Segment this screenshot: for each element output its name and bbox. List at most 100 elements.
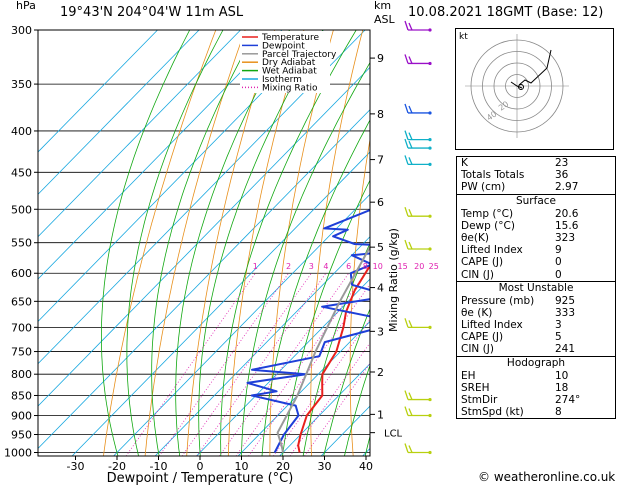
wind-barb-flag	[408, 241, 413, 250]
mixing-ratio-line	[196, 273, 327, 456]
pw-row: PW (cm) 2.97	[461, 181, 579, 194]
km-tick-label: 2	[377, 366, 384, 379]
hpa-label: hPa	[16, 0, 36, 12]
mu-thetae-row: θe (K) 333	[461, 306, 576, 319]
wet-adiabat-line	[175, 30, 290, 456]
km-tick-label: 7	[377, 154, 384, 167]
wind-barb-flag	[408, 22, 413, 31]
wind-barb-dot	[428, 111, 432, 115]
surface-title: Surface	[457, 193, 615, 208]
y-tick-label: 900	[11, 410, 32, 423]
hodograph-trace-low	[510, 81, 523, 89]
isotherm-line	[38, 30, 200, 195]
hodograph-trace	[518, 49, 552, 86]
surface-thetae-row: θe(K) 323	[461, 231, 576, 244]
surface-cape-row: CAPE (J) 0	[461, 256, 562, 269]
isotherm-line	[279, 363, 370, 456]
wind-barb-flag	[404, 318, 409, 328]
dry-adiabat-line	[227, 30, 305, 456]
datetime-label: 10.08.2021 18GMT (Base: 12)	[408, 5, 604, 20]
k-index-row: K 23	[461, 157, 569, 169]
isotherm-line	[154, 236, 370, 456]
wet-adiabat-line	[261, 119, 370, 456]
y-tick-label: 600	[11, 267, 32, 280]
wind-barb-dot	[428, 61, 432, 66]
lcl-label: LCL	[384, 429, 403, 440]
mixing-ratio-label: 25	[429, 262, 439, 271]
y-tick-label: 650	[11, 295, 32, 308]
wet-adiabat-line	[151, 30, 257, 456]
surface-cin-row: CIN (J) 0	[461, 268, 562, 281]
x-tick-label: -10	[150, 460, 168, 473]
dry-adiabat-line	[186, 30, 275, 456]
wet-adiabat-line	[344, 364, 370, 456]
y-tick-label: 800	[11, 368, 32, 381]
surface-temp-row: Temp (°C) 20.6	[461, 207, 579, 220]
wind-barb-dot	[428, 247, 432, 251]
legend-entry: Isotherm	[262, 75, 302, 85]
mu-lifted-row: Lifted Index 3	[461, 319, 562, 332]
mixing-ratio-line	[248, 283, 370, 456]
isotherm-line	[38, 30, 366, 365]
km-tick-label: 9	[377, 52, 384, 65]
wind-barb-flag	[408, 56, 413, 64]
wind-barb-flag	[404, 406, 409, 416]
wind-barb-flag	[404, 239, 409, 250]
mu-cape-row: CAPE (J) 5	[461, 331, 562, 344]
km-tick-label: 3	[377, 325, 384, 338]
x-tick-label: -30	[67, 460, 85, 473]
isotherm-line	[71, 151, 370, 456]
wind-barb-flag	[404, 138, 409, 149]
wet-adiabat-line	[126, 30, 224, 456]
hodograph-title: Hodograph	[457, 355, 615, 370]
mixing-ratio-label: 2	[286, 262, 291, 271]
mixing-ratio-line	[289, 342, 370, 456]
y-tick-label: 450	[11, 166, 32, 179]
y-tick-label: 350	[11, 78, 32, 91]
dry-adiabat-line	[425, 30, 451, 456]
legend-entry: Mixing Ratio	[262, 83, 318, 93]
sreh-row: SREH 18	[461, 381, 569, 394]
series-parcel-trajectory	[276, 244, 370, 453]
wind-barb-flag	[408, 392, 413, 400]
wind-barb-dot	[428, 146, 432, 150]
isotherm-line	[38, 30, 324, 322]
mixing-ratio-label: 1	[253, 262, 258, 271]
isotherm-line	[237, 320, 370, 456]
wind-barb-flag	[408, 320, 413, 328]
x-tick-label: -20	[108, 460, 126, 473]
wind-barb-dot	[428, 162, 432, 167]
isotherm-line	[38, 66, 370, 407]
mixing-ratio-label: 20	[414, 262, 424, 271]
mu-cin-row: CIN (J) 241	[461, 343, 576, 356]
y-tick-label: 500	[11, 203, 32, 216]
wind-barb-dot	[428, 214, 432, 218]
km-tick-label: 6	[377, 196, 384, 209]
km-label: km	[374, 0, 392, 12]
isotherm-line	[38, 30, 283, 280]
legend-entry: Dry Adiabat	[262, 58, 316, 68]
mixing-ratio-line	[304, 362, 370, 456]
wind-barb-flag	[404, 443, 409, 453]
y-tick-label: 850	[11, 389, 32, 402]
wind-barb-flag	[404, 103, 409, 114]
dry-adiabat-line	[310, 30, 364, 456]
mixing-ratio-line	[125, 273, 256, 456]
y-tick-label: 300	[11, 24, 32, 37]
mixing-ratio-line	[158, 273, 289, 456]
isotherm-line	[38, 30, 158, 153]
y-tick-label: 1000	[4, 447, 32, 460]
asl-label: ASL	[374, 13, 395, 26]
dry-adiabat-line	[144, 30, 246, 456]
km-tick-label: 8	[377, 108, 384, 121]
wind-barb-flag	[404, 54, 409, 64]
x-tick-label: 30	[318, 460, 332, 473]
wind-barb-flag	[408, 132, 413, 140]
y-tick-label: 400	[11, 125, 32, 138]
wet-adiabat-line	[101, 30, 191, 456]
mixing-ratio-line	[273, 318, 370, 456]
wind-barb-dot	[428, 138, 432, 142]
hodograph-unit: kt	[459, 32, 468, 42]
wind-barb-dot	[428, 397, 432, 402]
